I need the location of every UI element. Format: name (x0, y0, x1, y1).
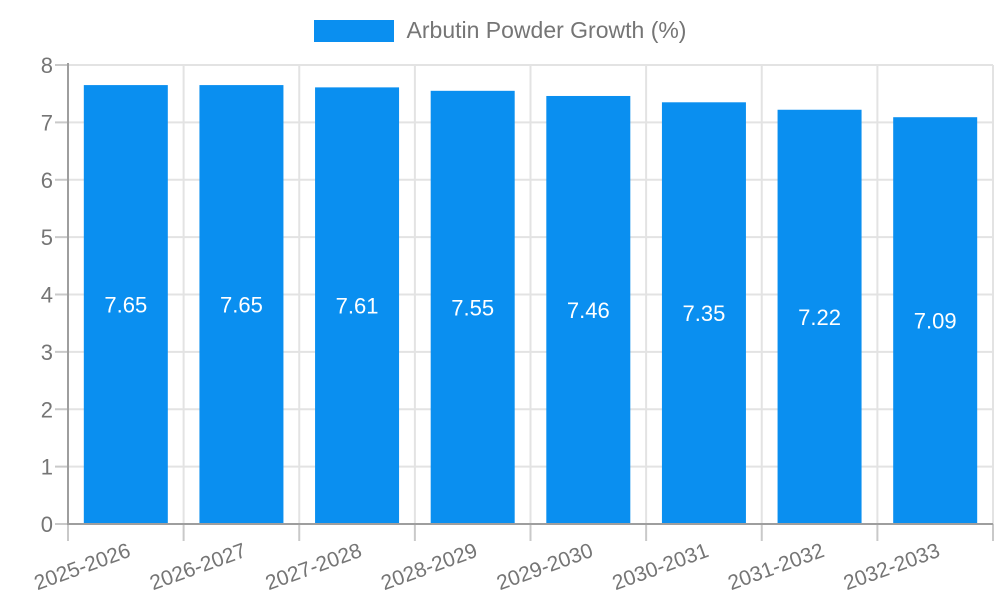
bar-value-label: 7.35 (683, 301, 726, 326)
legend-label: Arbutin Powder Growth (%) (406, 17, 687, 43)
x-tick-label: 2028-2029 (378, 539, 480, 595)
legend: Arbutin Powder Growth (%) (0, 17, 1000, 44)
y-tick-label: 2 (41, 397, 53, 422)
x-tick-label: 2031-2032 (725, 539, 827, 595)
y-tick-label: 7 (41, 110, 53, 135)
y-tick-label: 0 (41, 512, 53, 537)
x-tick-label: 2030-2031 (609, 539, 711, 595)
x-tick-label: 2029-2030 (494, 539, 596, 595)
x-tick-label: 2027-2028 (263, 539, 365, 595)
bar (430, 90, 515, 524)
y-tick-label: 6 (41, 168, 53, 193)
bar (661, 102, 746, 524)
x-tick-label: 2026-2027 (147, 539, 249, 595)
bar (777, 109, 862, 524)
bar-value-label: 7.22 (798, 305, 841, 330)
bar (893, 117, 978, 525)
bar-value-label: 7.61 (336, 294, 379, 319)
y-tick-label: 5 (41, 225, 53, 250)
bar (315, 87, 400, 524)
bar-value-label: 7.46 (567, 298, 610, 323)
bar (199, 85, 284, 525)
bar-value-label: 7.55 (451, 295, 494, 320)
bar-value-label: 7.65 (220, 293, 263, 318)
x-tick-label: 2032-2033 (841, 539, 943, 595)
bar-value-label: 7.09 (914, 309, 957, 334)
bar (83, 85, 168, 525)
y-tick-label: 1 (41, 455, 53, 480)
bar (546, 95, 631, 525)
bar-value-label: 7.65 (104, 293, 147, 318)
y-tick-label: 3 (41, 340, 53, 365)
y-tick-label: 8 (41, 53, 53, 78)
x-tick-label: 2025-2026 (31, 539, 133, 595)
y-tick-label: 4 (41, 283, 53, 308)
legend-swatch (313, 19, 394, 42)
